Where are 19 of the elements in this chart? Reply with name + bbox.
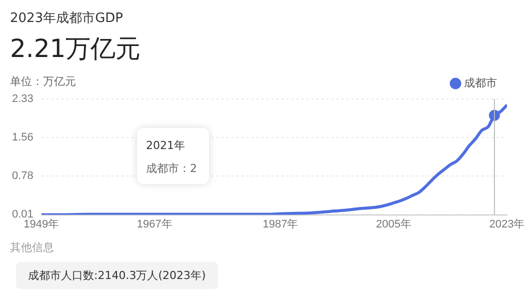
x-tick-label: 2005年 bbox=[376, 218, 412, 230]
y-axis-title: 单位：万亿元 bbox=[10, 74, 76, 89]
x-tick-label: 1987年 bbox=[262, 218, 298, 230]
y-tick-label: 0.78 bbox=[12, 170, 34, 182]
text: 其他信息 bbox=[10, 240, 54, 255]
x-tick-label: 2023年 bbox=[489, 218, 525, 230]
chart-title: 2023年成都市GDP bbox=[10, 10, 124, 27]
text: 成都市人口数:2140.3万人(2023年) bbox=[16, 262, 218, 289]
x-tick-label: 1967年 bbox=[136, 218, 172, 230]
chart-subtitle: 2.21万亿元 bbox=[10, 33, 141, 65]
annotation: 成都市：2 bbox=[146, 161, 197, 176]
tooltip-card: 2021年 成都市：2 bbox=[137, 128, 209, 184]
line-series bbox=[41, 103, 507, 215]
x-tick-label: 1949年 bbox=[24, 218, 60, 230]
y-tick-label: 1.56 bbox=[12, 131, 34, 144]
y-tick-label: 2.33 bbox=[12, 93, 34, 106]
legend-label: 成都市 bbox=[464, 76, 497, 90]
annotation: 2021年 bbox=[146, 138, 185, 153]
y-tick-label: 0.01 bbox=[12, 208, 34, 220]
